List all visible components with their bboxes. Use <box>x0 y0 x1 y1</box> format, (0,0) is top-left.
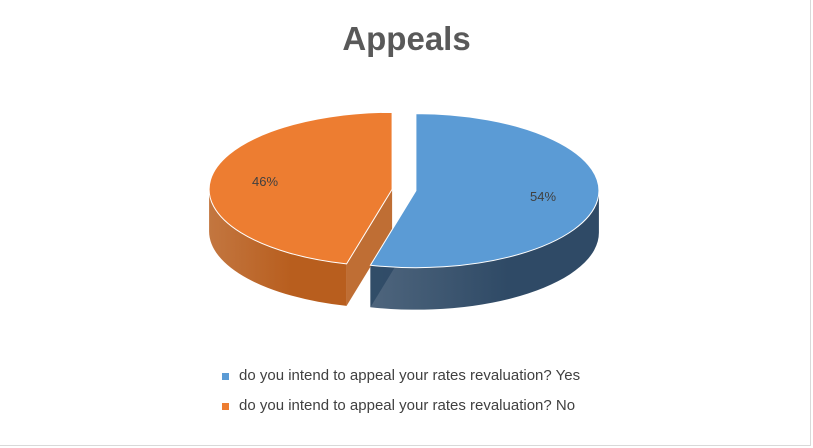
data-label-no: 46% <box>252 174 278 189</box>
data-label-yes: 54% <box>530 189 556 204</box>
legend: do you intend to appeal your rates reval… <box>222 366 580 426</box>
legend-swatch-no <box>222 402 229 410</box>
legend-item-yes: do you intend to appeal your rates reval… <box>222 366 580 386</box>
chart-title: Appeals <box>342 20 471 57</box>
legend-item-no: do you intend to appeal your rates reval… <box>222 396 580 416</box>
pie-slice-no <box>208 111 393 265</box>
pie-cut-1-0 <box>346 189 393 306</box>
pie-slice-yes <box>369 113 600 269</box>
pie-side-1-0 <box>209 189 347 306</box>
legend-swatch-yes <box>222 372 229 380</box>
pie-side-0-0 <box>370 190 599 310</box>
legend-label-yes: do you intend to appeal your rates reval… <box>239 367 581 384</box>
legend-label-no: do you intend to appeal your rates reval… <box>239 397 576 414</box>
